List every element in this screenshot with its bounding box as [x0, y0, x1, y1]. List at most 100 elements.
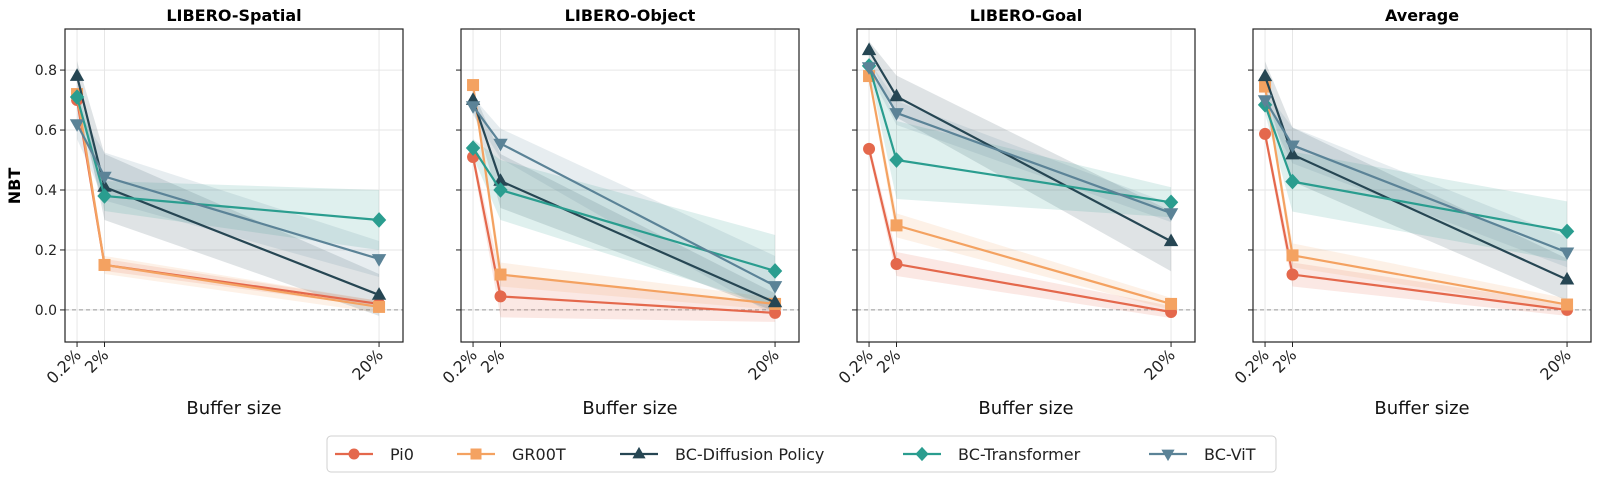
confidence-band [869, 142, 1172, 319]
data-point [465, 101, 481, 114]
data-point [371, 254, 387, 267]
confidence-band [77, 61, 380, 316]
x-tick-label: 0.2% [439, 345, 481, 387]
data-point [889, 108, 904, 121]
y-tick-label: 0.2 [35, 243, 57, 259]
x-tick-label: 20% [1536, 345, 1575, 384]
legend-label: BC-Transformer [958, 445, 1081, 464]
data-point [1285, 140, 1300, 154]
legend-label: BC-ViT [1204, 445, 1256, 464]
data-point [467, 79, 480, 92]
subplot-title: LIBERO-Spatial [166, 6, 301, 25]
legend: Pi0 GR00T BC-Diffusion Policy BC-Transforme… [326, 435, 1277, 473]
data-point [371, 212, 387, 228]
confidence-band [869, 59, 1172, 218]
confidence-band [473, 151, 776, 322]
data-point [1163, 233, 1179, 247]
data-point [1259, 127, 1272, 140]
data-point [1559, 271, 1575, 285]
subplot-libero-spatial: LIBERO-Spatial 0.0 0.2 0.4 0.6 0.8 0.2%2% 20% Bu… [35, 6, 404, 419]
data-point [1163, 208, 1179, 221]
data-point [863, 142, 876, 155]
subplot-title: LIBERO-Goal [970, 6, 1083, 25]
y-tick-label: 0.0 [35, 303, 57, 319]
data-point [98, 258, 111, 271]
data-point [767, 294, 783, 308]
legend-marker-circle-icon [348, 448, 360, 460]
data-point [767, 281, 783, 294]
axes-frame [856, 28, 1196, 343]
data-point [890, 258, 903, 271]
x-tick-label: 0.2% [43, 345, 85, 387]
data-point [861, 42, 877, 56]
confidence-band [1265, 95, 1568, 262]
legend-marker-triangle-down-icon [1161, 449, 1175, 462]
data-point [889, 88, 904, 102]
x-axis-label: Buffer size [978, 398, 1073, 419]
subplot-title: Average [1385, 6, 1459, 25]
data-point [767, 263, 783, 279]
data-point [1257, 95, 1273, 108]
data-point [69, 68, 85, 81]
confidence-band [1265, 80, 1568, 311]
x-tick-label: 2% [1269, 345, 1300, 376]
data-point [889, 152, 904, 168]
confidence-band [869, 70, 1172, 310]
y-tick-label: 0.4 [35, 183, 57, 199]
data-point [890, 219, 903, 232]
data-point [1163, 194, 1179, 211]
legend-marker-diamond-icon [915, 446, 929, 462]
x-tick-label: 2% [81, 345, 112, 376]
x-tick-label: 0.2% [835, 345, 877, 387]
legend-item-bc-vit: BC-ViT [1149, 445, 1256, 464]
data-point [494, 268, 507, 281]
legend-item-gr00t: GR00T [457, 445, 566, 464]
confidence-band [1265, 61, 1568, 301]
data-point [373, 300, 386, 313]
axes-frame [460, 28, 800, 343]
data-point [493, 138, 508, 152]
data-point [1559, 247, 1575, 261]
subplot-libero-object: LIBERO-Object 0.2%2% 20% Buffer size [439, 6, 800, 419]
legend-label: Pi0 [390, 445, 414, 464]
confidence-band [473, 139, 776, 307]
x-tick-label: 2% [873, 345, 904, 376]
data-point [1286, 249, 1299, 262]
data-point [493, 182, 508, 198]
legend-label: GR00T [512, 445, 566, 464]
confidence-band [473, 91, 776, 312]
subplot-title: LIBERO-Object [565, 6, 696, 25]
x-axis-label: Buffer size [186, 398, 281, 419]
data-point [1559, 223, 1575, 240]
data-point [1257, 68, 1273, 82]
data-point [1561, 298, 1574, 311]
confidence-band [77, 109, 380, 277]
subplot-libero-goal: LIBERO-Goal 0.2%2% 20% Buffer size [835, 6, 1196, 419]
data-point [861, 62, 877, 75]
legend-marker-square-icon [470, 448, 482, 460]
data-point [97, 188, 112, 204]
data-point [465, 140, 481, 156]
data-point [1285, 173, 1300, 190]
legend-frame [326, 435, 1277, 473]
subplot-average: Average 0.2%2% 20% Buffer size [1231, 6, 1592, 419]
confidence-band [869, 61, 1172, 223]
y-axis-label: NBT [5, 168, 24, 205]
data-point [97, 179, 112, 192]
legend-item-bc-diffusion-policy: BC-Diffusion Policy [620, 445, 824, 464]
data-point [494, 290, 507, 303]
data-point [371, 287, 387, 300]
confidence-band [869, 41, 1172, 272]
legend-item-bc-transformer: BC-Transformer [903, 445, 1081, 464]
data-point [97, 171, 112, 185]
legend-marker-triangle-up-icon [632, 446, 646, 459]
y-tick-label: 0.6 [35, 123, 57, 139]
legend-item-pi0: Pi0 [335, 445, 414, 464]
x-tick-label: 20% [348, 345, 387, 384]
x-tick-label: 2% [477, 345, 508, 376]
data-point [1165, 297, 1178, 310]
x-tick-label: 20% [1140, 345, 1179, 384]
x-tick-label: 0.2% [1231, 345, 1273, 387]
data-point [69, 119, 85, 132]
